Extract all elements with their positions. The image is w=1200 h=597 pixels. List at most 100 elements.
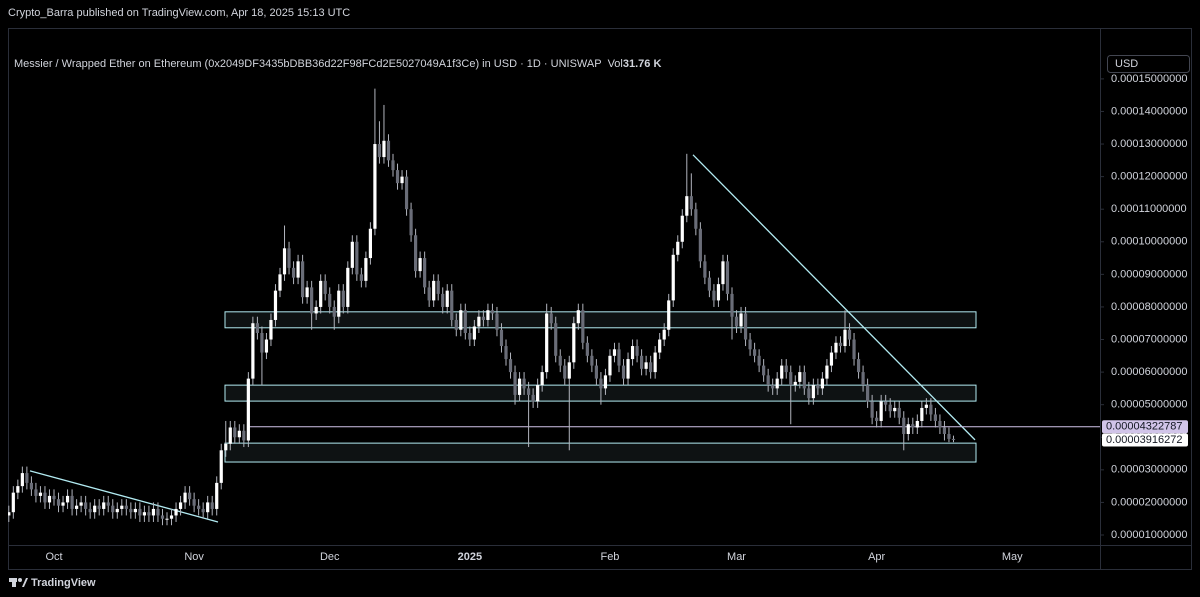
candle-body [251,323,255,379]
candle-body [70,495,74,509]
candle-body [504,346,508,360]
candle-body [572,323,576,363]
candle-body [739,313,743,327]
candle-body [287,248,291,268]
candle-body [599,378,603,389]
candle-body [328,293,332,307]
symbol-info: Messier / Wrapped Ether on Ethereum (0x2… [14,58,661,70]
candle-body [201,508,205,513]
candle-body [314,306,318,314]
candle-body [219,450,223,483]
candle-body [843,329,847,347]
x-tick-label: Nov [184,551,204,563]
candle-body [93,505,97,513]
candle-body [332,306,336,317]
y-tick-label: 0.00013000000 [1111,138,1187,150]
candle-body [522,378,526,389]
candle-body [346,267,350,307]
candle-body [156,508,160,516]
candle-body [368,228,372,259]
candle-body [147,512,151,516]
candle-body [188,492,192,500]
candle-body [915,420,919,428]
candle-body [893,407,897,412]
candle-body [341,290,345,307]
currency-button[interactable] [1107,55,1190,73]
candle-body [689,196,693,210]
candle-body [517,378,522,395]
candle-body [621,365,626,379]
candle-body [120,505,124,509]
last-price-label: 0.00003916272 [1106,434,1182,446]
candle-body [165,518,169,520]
candle-body [160,515,165,519]
candle-body [84,502,88,509]
candle-body [377,144,382,158]
candle-body [454,319,458,330]
candle-body [630,346,635,360]
candle-body [554,323,558,356]
candle-body [730,293,734,317]
candle-body [545,313,549,373]
candle-body [468,333,472,340]
candle-body [590,355,594,366]
candle-body [866,385,870,402]
candle-body [789,372,793,386]
y-tick-label: 0.00009000000 [1111,268,1187,280]
candle-body [400,176,404,184]
candle-body [395,170,400,184]
candle-body [224,443,228,451]
candle-body [820,378,824,389]
candle-body [260,333,264,353]
candle-body [780,365,784,379]
candle-body [879,401,883,421]
candle-body [459,310,463,330]
candle-body [807,388,811,399]
candle-body [712,290,716,301]
candle-body [174,508,178,516]
candle-body [38,492,43,496]
y-tick-label: 0.00008000000 [1111,301,1187,313]
candle-body [61,502,65,506]
candle-body [536,385,540,402]
candle-body [640,355,644,369]
candle-body [793,381,797,386]
candle-body [183,492,187,503]
candle-body [364,258,368,281]
candle-body [436,280,440,294]
x-tick-label: May [1002,551,1023,563]
candle-body [495,313,499,330]
candle-body [658,339,662,353]
plot-area [8,88,1100,526]
candle-body [386,140,391,161]
candle-body [694,209,698,229]
candle-body [273,290,278,320]
candle-body [856,359,861,373]
symbol-title: Messier / Wrapped Ether on Ethereum (0x2… [14,58,602,70]
candle-body [834,342,838,353]
candle-body [748,339,752,350]
candle-body [685,196,689,216]
candle-body [291,267,296,278]
candle-body [603,375,608,389]
candle-body [124,505,128,509]
candle-body [56,499,61,506]
candle-body [875,417,879,421]
x-tick-label: Mar [727,551,746,563]
candle-body [255,323,259,334]
y-tick-label: 0.00010000000 [1111,236,1187,248]
candle-body [825,365,829,379]
candle-body [8,512,11,516]
x-tick-label: Dec [320,551,340,563]
candle-body [404,176,409,210]
candle-body [635,346,639,356]
zone-box [224,311,977,329]
candle-body [192,499,196,506]
zone-box [224,442,977,463]
candle-body [499,329,504,347]
candle-body [350,241,354,268]
candle-body [617,349,621,366]
candle-body [757,355,761,366]
candle-body [88,508,92,513]
currency-label[interactable]: USD [1115,58,1138,70]
